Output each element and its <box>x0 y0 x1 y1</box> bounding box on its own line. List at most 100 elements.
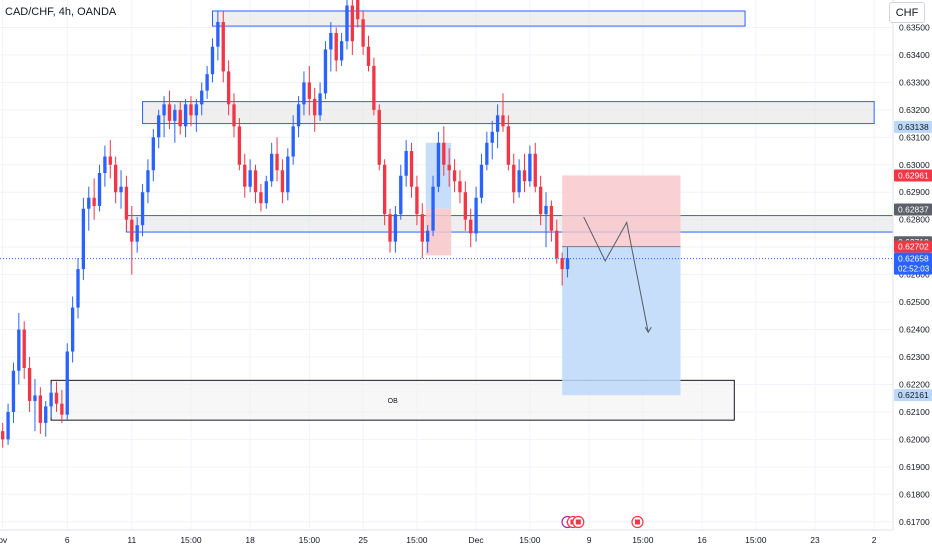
symbol-title[interactable]: CAD/CHF, 4h, OANDA <box>5 6 117 18</box>
currency-button[interactable]: CHF <box>889 2 925 23</box>
candle-body <box>452 170 457 182</box>
candle-body <box>183 104 188 127</box>
candle-body <box>113 164 118 193</box>
candle <box>501 93 505 132</box>
candle-body <box>512 164 516 193</box>
zone-demand[interactable] <box>125 215 897 233</box>
candle-body <box>221 21 225 72</box>
candle-body <box>253 170 258 193</box>
candle <box>506 115 511 171</box>
candle-body <box>275 153 279 171</box>
candle <box>113 156 118 204</box>
price-axis[interactable]: 0.63500 0.63400 0.63300 0.63200 0.63100 0.630… <box>892 0 932 550</box>
stop-loss-zone[interactable] <box>562 175 681 247</box>
candle-body <box>205 74 209 91</box>
candle <box>339 32 344 66</box>
candle <box>81 197 86 281</box>
candle <box>490 120 494 160</box>
candle <box>544 192 548 248</box>
candle <box>269 142 274 187</box>
candle <box>323 41 328 99</box>
candle <box>350 0 355 55</box>
candle-body <box>307 82 311 99</box>
candle <box>512 153 516 204</box>
event-markers[interactable] <box>561 515 644 529</box>
time-axis[interactable]: ov 6 11 15:00 18 15:00 25 15:00 Dec 15:00 9 15:00 16… <box>0 529 932 550</box>
price-tick-label: 0.63100 <box>899 132 930 142</box>
candle-body <box>436 142 441 187</box>
projection-line <box>583 216 649 333</box>
candle <box>318 82 322 121</box>
candle-body <box>334 32 338 61</box>
candle <box>329 21 333 72</box>
candle <box>307 65 311 116</box>
time-tick-label: 11 <box>127 535 136 545</box>
flag-icon[interactable] <box>572 515 585 529</box>
projection-path <box>583 216 652 334</box>
candle-body <box>119 186 123 193</box>
candle-body <box>538 186 543 215</box>
candle <box>210 38 215 83</box>
price-tick-label: 0.61700 <box>899 517 930 527</box>
price-tick-label: 0.61900 <box>899 462 930 472</box>
candle-body <box>302 82 306 105</box>
candle <box>248 159 252 193</box>
candle <box>264 175 268 209</box>
candle <box>49 384 53 418</box>
candle-body <box>178 109 182 127</box>
candle <box>538 175 543 226</box>
candle <box>108 140 112 179</box>
candle-body <box>70 307 75 352</box>
time-tick-label: 23 <box>810 535 820 545</box>
candle <box>226 60 231 116</box>
candle-body <box>97 173 102 206</box>
flag-icon[interactable] <box>631 515 644 529</box>
candle <box>296 96 301 138</box>
candle <box>565 247 570 278</box>
candle-body <box>200 90 204 105</box>
candle-body <box>447 164 451 171</box>
candle-body <box>356 0 360 20</box>
candle-body <box>431 186 435 231</box>
position-tool[interactable] <box>562 175 681 396</box>
zone-supply[interactable] <box>211 10 746 27</box>
candle <box>286 148 290 201</box>
candle-body <box>339 41 344 61</box>
price-axis-bg <box>893 0 932 550</box>
candle <box>495 104 500 149</box>
candle-body <box>140 192 145 226</box>
price-label-bg <box>894 169 932 182</box>
candle <box>404 140 408 187</box>
candle-body <box>124 186 129 220</box>
candle-body <box>296 104 301 127</box>
candle-body <box>130 219 134 242</box>
candle-body <box>463 192 467 220</box>
candle-body <box>388 214 392 242</box>
take-profit-zone[interactable] <box>562 246 681 396</box>
time-tick-label: 15:00 <box>632 535 654 545</box>
time-tick-label: 15:00 <box>745 535 767 545</box>
candle-body <box>103 156 107 174</box>
candle-body <box>38 395 43 423</box>
price-label-blue: 0.63138 <box>894 120 932 133</box>
candle-body <box>286 156 290 193</box>
projection-arrowhead <box>644 327 652 334</box>
candle <box>183 98 188 138</box>
candle-body <box>44 406 48 423</box>
price-tick-label: 0.62100 <box>899 407 930 417</box>
candle-body <box>382 164 387 215</box>
candle <box>232 93 236 138</box>
flag-glyph <box>634 519 640 525</box>
time-tick-label: 16 <box>697 535 707 545</box>
price-tick-label: 0.62500 <box>899 297 930 307</box>
candle <box>60 389 64 423</box>
candle <box>549 200 554 242</box>
candle <box>194 98 199 132</box>
candle-body <box>27 367 32 401</box>
candle <box>135 216 139 253</box>
price-label-bg <box>894 120 932 133</box>
candle <box>92 178 96 220</box>
price-tick-label: 0.62400 <box>899 325 930 335</box>
candle-body <box>409 151 414 187</box>
